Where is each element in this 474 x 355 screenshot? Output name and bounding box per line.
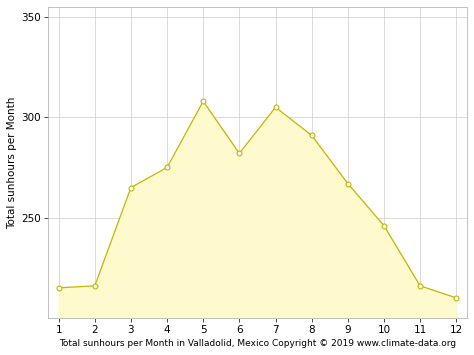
X-axis label: Total sunhours per Month in Valladolid, Mexico Copyright © 2019 www.climate-data: Total sunhours per Month in Valladolid, … (59, 339, 456, 348)
Y-axis label: Total sunhours per Month: Total sunhours per Month (7, 96, 17, 229)
